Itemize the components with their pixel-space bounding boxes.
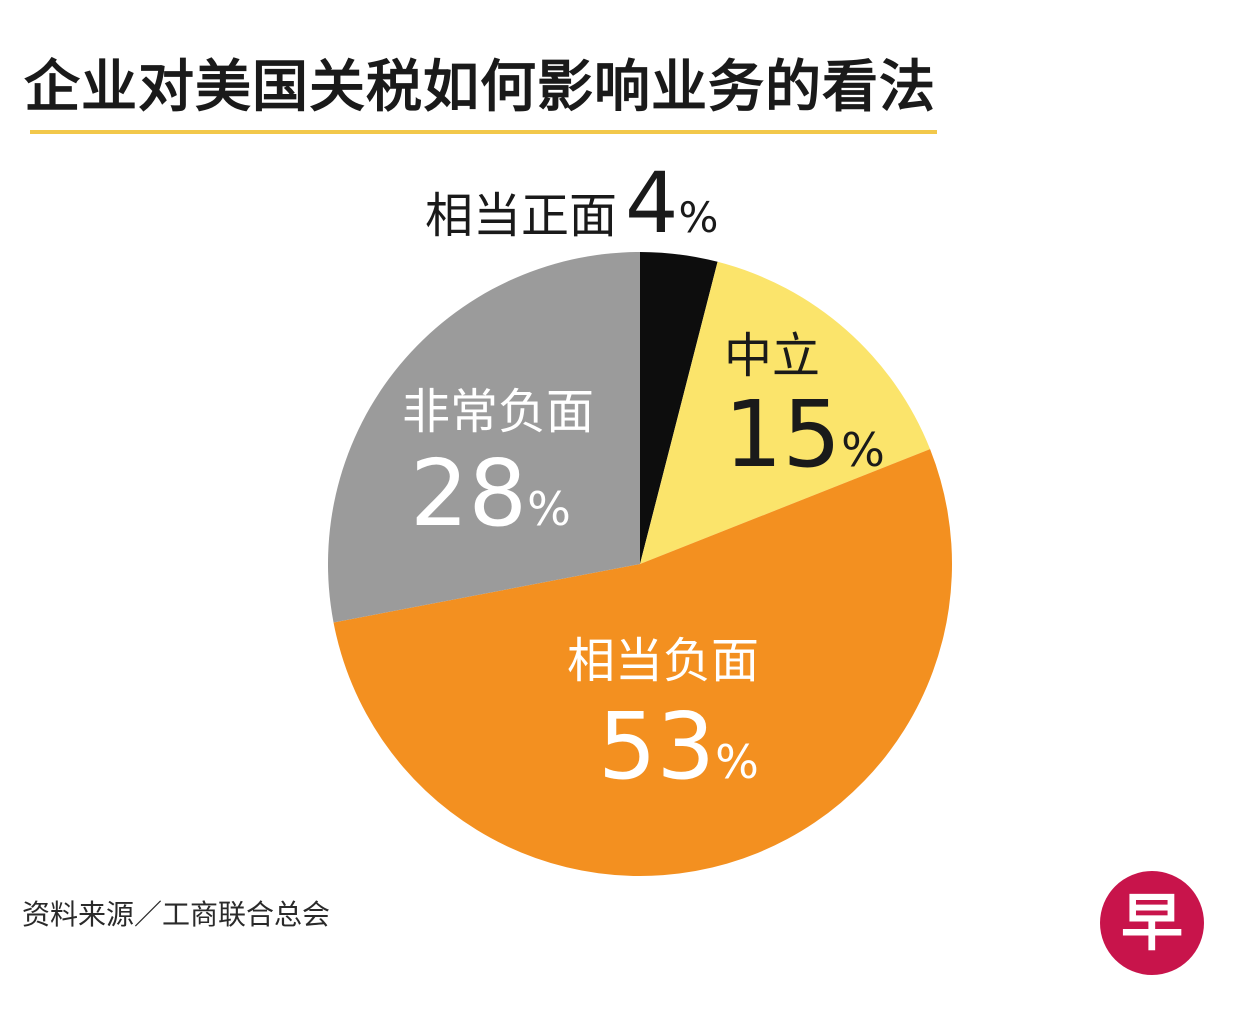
slice-value-neutral: 15: [724, 381, 841, 488]
pie-slice-positive: [640, 252, 718, 564]
slice-name-positive: 相当正面: [425, 188, 617, 244]
slice-label-neutral: 15%: [724, 381, 885, 488]
zaobao-logo: 早: [1100, 871, 1204, 975]
slice-value-fairly-negative: 53: [598, 693, 715, 800]
slice-unit-very-negative: %: [527, 482, 571, 536]
slice-label-fairly-negative: 53%: [598, 693, 759, 800]
pie-slice-fairly-negative: [333, 449, 952, 876]
pie-slices: [327, 252, 952, 876]
slice-value-very-negative: 28: [410, 440, 527, 547]
slice-name-very-negative-large: 相当负面: [567, 633, 759, 689]
logo-circle: [1100, 871, 1204, 975]
slice-name-neutral: 中立: [724, 328, 820, 384]
logo-text: 早: [1121, 886, 1183, 959]
slice-name-very-negative: 非常负面: [402, 384, 594, 440]
pie-slice-very-negative: [327, 252, 640, 623]
slice-unit-neutral: %: [841, 423, 885, 477]
slice-value-positive: 4: [625, 154, 678, 252]
source-note: 资料来源／工商联合总会: [22, 898, 331, 931]
slice-unit-positive: %: [678, 193, 718, 242]
chart-title: 企业对美国关税如何影响业务的看法: [24, 55, 936, 120]
slice-label-positive: 相当正面4%: [425, 154, 718, 252]
slice-label-very-negative: 28%: [410, 440, 571, 547]
slice-unit-fairly-negative: %: [715, 735, 759, 789]
pie-slice-neutral: [640, 261, 931, 564]
title-underline: [30, 130, 937, 134]
